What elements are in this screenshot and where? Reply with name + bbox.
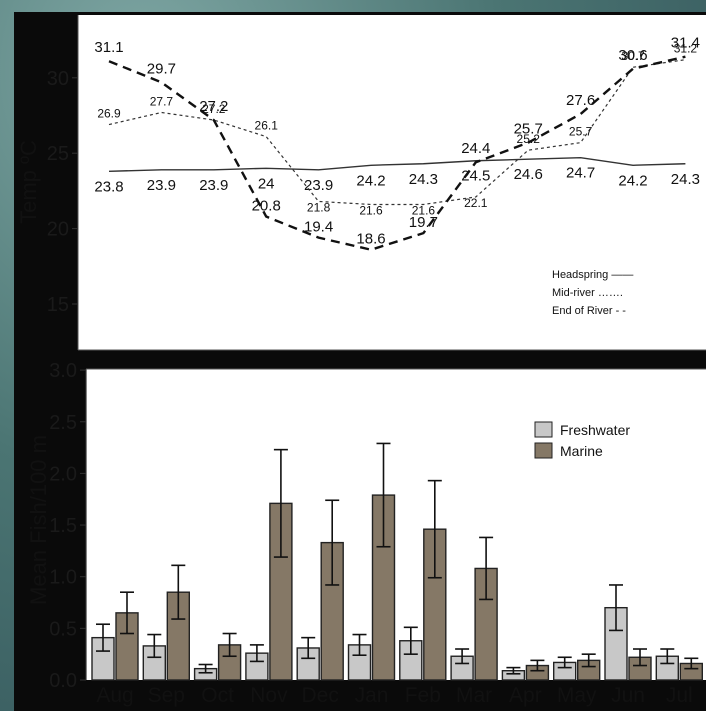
- fish-y-tick-label: 0.5: [49, 618, 77, 640]
- fish-y-tick-label: 2.0: [49, 463, 77, 485]
- temp-data-label: 23.8: [94, 178, 123, 195]
- fish-legend-label: Marine: [560, 443, 603, 459]
- fish-x-tick-label: Sep: [148, 684, 185, 707]
- fish-x-tick-label: Jan: [355, 684, 389, 707]
- temp-legend-entry: End of River - -: [552, 305, 626, 317]
- temp-y-tick-label: 30: [47, 68, 69, 90]
- fish-x-tick-label: Nov: [250, 684, 288, 707]
- temp-data-label: 31.2: [674, 42, 698, 56]
- temp-data-label: 26.9: [97, 107, 121, 121]
- temp-y-tick-label: 15: [47, 294, 69, 316]
- temp-data-label: 25.7: [514, 121, 543, 138]
- fish-x-tick-label: Oct: [201, 684, 234, 707]
- temp-y-tick-label: 35: [47, 12, 69, 14]
- figure-svg: 15 20 25 30 35 Temp ºC 23.8 23.9 23.9 24 23.9 24.2 2…: [16, 12, 706, 707]
- temp-data-label: 24.2: [356, 172, 385, 189]
- temp-data-label: 24.6: [514, 166, 543, 183]
- temp-series-line-solid: [108, 157, 686, 172]
- temp-legend-entry: Mid-river …….: [552, 287, 623, 299]
- temp-plot-area: [78, 15, 706, 350]
- fish-x-tick-label: Mar: [456, 684, 492, 707]
- fish-x-tick-label: Dec: [302, 684, 339, 707]
- fish-x-tick-label: Feb: [405, 684, 441, 707]
- temp-data-label: 24.4: [461, 140, 490, 157]
- temp-data-label: 26.1: [255, 119, 279, 133]
- temp-data-label: 25.7: [569, 125, 593, 139]
- temp-y-tick-label: 20: [47, 219, 69, 241]
- temp-data-label: 22.1: [464, 196, 488, 210]
- temp-data-label: 23.9: [304, 177, 333, 194]
- temp-data-label: 27.7: [150, 94, 174, 108]
- temp-data-label: 31.4: [671, 35, 700, 52]
- fish-x-tick-label: Jul: [666, 684, 693, 707]
- temp-legend-entry: Headspring ——: [552, 269, 633, 281]
- temp-data-label: 23.9: [147, 177, 176, 194]
- temp-data-label: 30.6: [618, 47, 647, 64]
- temp-data-label: 24.2: [618, 172, 647, 189]
- temp-data-label: 31.1: [94, 39, 123, 56]
- temp-y-axis-label: Temp ºC: [16, 140, 41, 224]
- temp-data-label: 18.6: [356, 231, 385, 248]
- fish-x-tick-label: Jun: [611, 684, 645, 707]
- fish-x-tick-label: Aug: [96, 684, 133, 707]
- temp-data-label: 21.8: [307, 200, 331, 214]
- temp-data-label: 24.7: [566, 165, 595, 182]
- fish-y-axis-label: Mean Fish/100 m: [26, 435, 51, 605]
- temp-series-line-dotted: [108, 59, 686, 206]
- fish-y-tick-label: 1.0: [49, 567, 77, 589]
- temp-data-label: 27.2: [202, 102, 226, 116]
- fish-y-tick-label: 0.0: [49, 670, 77, 692]
- temp-y-tick-label: 25: [47, 143, 69, 165]
- fish-y-tick-label: 3.0: [49, 360, 77, 382]
- temp-data-label: 27.2: [199, 98, 228, 115]
- temp-data-label: 25.2: [517, 132, 541, 146]
- temp-data-label: 23.9: [199, 177, 228, 194]
- fish-x-tick-label: May: [557, 684, 597, 707]
- temp-data-label: 27.6: [566, 92, 595, 109]
- fish-y-tick-label: 1.5: [49, 515, 77, 537]
- temp-data-label: 21.6: [359, 203, 383, 217]
- fish-legend-swatch: [534, 421, 553, 438]
- temp-data-label: 24: [258, 175, 275, 192]
- temp-data-label: 20.8: [252, 198, 281, 215]
- fish-y-tick-label: 2.5: [49, 412, 77, 434]
- temp-data-label: 24.3: [409, 171, 438, 188]
- fish-x-tick-label: Apr: [509, 684, 542, 707]
- temp-data-label: 30.7: [621, 49, 645, 63]
- fish-legend-swatch: [534, 442, 553, 459]
- temp-series-line-dashed: [108, 55, 686, 251]
- temp-data-label: 24.3: [671, 171, 700, 188]
- temp-data-label: 29.7: [147, 60, 176, 77]
- fish-legend-label: Freshwater: [560, 422, 630, 438]
- temp-data-label: 21.6: [412, 203, 436, 217]
- temp-data-label: 19.4: [304, 219, 333, 236]
- figure-panel: 15 20 25 30 35 Temp ºC 23.8 23.9 23.9 24 23.9 24.2 2…: [14, 12, 706, 711]
- temp-data-label: 19.7: [409, 214, 438, 231]
